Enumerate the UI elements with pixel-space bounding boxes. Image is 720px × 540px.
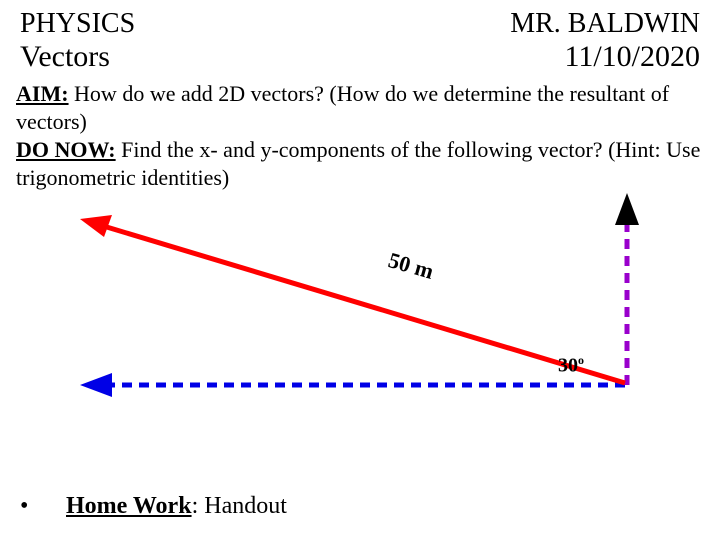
angle-value: 30	[558, 354, 578, 376]
date: 11/10/2020	[510, 40, 700, 74]
donow-text: Find the x- and y-components of the foll…	[16, 137, 700, 190]
hypotenuse-line	[100, 225, 625, 383]
vector-diagram: 50 m 30o	[0, 193, 720, 423]
slide-header: PHYSICS Vectors MR. BALDWIN 11/10/2020	[0, 0, 720, 74]
header-right: MR. BALDWIN 11/10/2020	[510, 8, 700, 74]
hypotenuse-arrowhead	[80, 215, 112, 237]
header-left: PHYSICS Vectors	[20, 8, 135, 74]
angle-degree: o	[578, 353, 584, 367]
diagram-svg	[0, 193, 720, 423]
body-text: AIM: How do we add 2D vectors? (How do w…	[0, 74, 720, 193]
homework-text: : Handout	[192, 493, 287, 519]
aim-line: AIM: How do we add 2D vectors? (How do w…	[16, 80, 704, 136]
aim-text: How do we add 2D vectors? (How do we det…	[16, 81, 669, 134]
y-component-arrowhead	[615, 193, 639, 225]
subject: PHYSICS	[20, 8, 135, 40]
aim-label: AIM:	[16, 81, 69, 106]
homework-label: Home Work	[66, 493, 192, 519]
homework-row: • Home Work: Handout	[20, 493, 287, 520]
x-component-arrowhead	[80, 373, 112, 397]
donow-label: DO NOW:	[16, 137, 116, 162]
donow-line: DO NOW: Find the x- and y-components of …	[16, 136, 704, 192]
topic: Vectors	[20, 40, 135, 74]
teacher: MR. BALDWIN	[510, 8, 700, 40]
angle-label: 30o	[558, 353, 584, 378]
bullet-icon: •	[20, 493, 60, 520]
